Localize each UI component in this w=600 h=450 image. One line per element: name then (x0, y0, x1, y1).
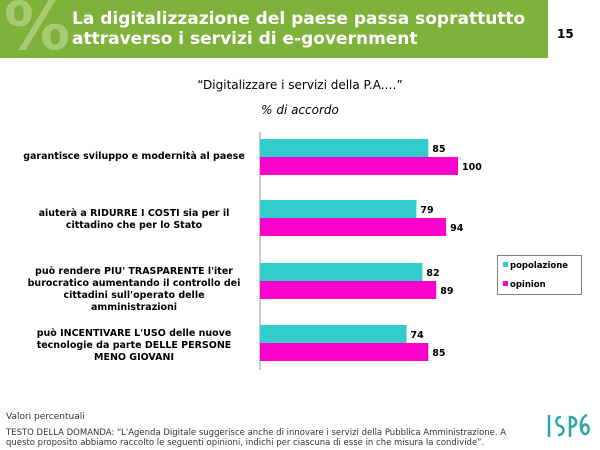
legend-item-opinion: opinion (503, 280, 546, 290)
bar-opinion-1 (260, 157, 458, 175)
data-label-popolazione-1: 85 (432, 144, 445, 155)
bar-popolazione-1 (260, 139, 429, 157)
bar-popolazione-2 (260, 200, 417, 218)
category-label-4: può INCENTIVARE L'USO delle nuove tecnol… (36, 328, 232, 363)
percent-logo-mark: % (4, 0, 71, 65)
question-text: TESTO DELLA DOMANDA: “L'Agenda Digitale … (6, 428, 507, 448)
chart-legend: popolazione opinion (497, 255, 582, 295)
category-label-3: può rendere PIU' TRASPARENTE l'iter buro… (27, 266, 241, 313)
category-label-1: garantisce sviluppo e modernità al paese (23, 151, 245, 162)
data-label-opinion-2: 94 (450, 223, 464, 234)
bar-opinion-2 (260, 218, 447, 236)
header-bar: % La digitalizzazione del paese passa so… (0, 0, 548, 65)
bar-opinion-4 (260, 343, 429, 361)
data-label-popolazione-2: 79 (420, 205, 433, 216)
legend-swatch-opinion (503, 281, 508, 286)
legend-item-popolazione: popolazione (503, 261, 568, 271)
data-label-popolazione-4: 74 (411, 330, 425, 341)
bar-opinion-3 (260, 281, 437, 299)
page-title: La digitalizzazione del paese passa sopr… (72, 9, 526, 49)
bar-popolazione-3 (260, 263, 423, 281)
chart-subtitle: “Digitalizzare i servizi della P.A.…” (197, 78, 403, 92)
legend-swatch-popolazione (503, 262, 508, 267)
ispo-logo (547, 413, 590, 437)
bar-popolazione-4 (260, 325, 407, 343)
data-label-popolazione-3: 82 (426, 268, 439, 279)
legend-label-opinion: opinion (510, 280, 546, 290)
data-label-opinion-3: 89 (440, 286, 453, 297)
legend-label-popolazione: popolazione (510, 261, 569, 271)
data-label-opinion-1: 100 (462, 162, 482, 173)
footer-note: Valori percentuali (6, 412, 85, 422)
category-label-2: aiuterà a RIDURRE I COSTI sia per il cit… (38, 208, 230, 231)
unit-label: % di accordo (261, 103, 339, 117)
page-number: 15 (557, 27, 574, 41)
data-label-opinion-4: 85 (432, 348, 445, 359)
